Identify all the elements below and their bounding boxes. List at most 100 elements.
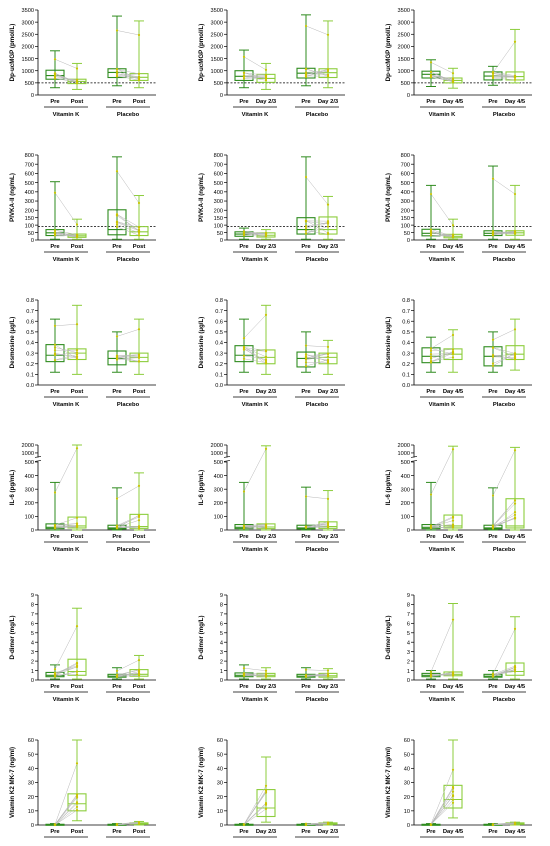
subject-point (243, 72, 245, 74)
x-tick-label: Day 2/3 (256, 99, 277, 105)
subject-point (265, 76, 267, 78)
subject-point (138, 672, 140, 674)
subject-point (452, 334, 454, 336)
subject-point (138, 355, 140, 357)
y-tick-label: 3 (220, 650, 223, 656)
y-tick-label: 100 (214, 515, 223, 521)
subject-point (452, 517, 454, 519)
y-tick-label: 300 (214, 487, 223, 493)
group-label: Placebo (306, 697, 329, 703)
subject-point (327, 669, 329, 671)
subject-point (138, 73, 140, 75)
y-tick-label: 600 (25, 172, 34, 178)
axis-break-mark (35, 456, 41, 457)
y-axis-label: Dp-ucMGP (pmol/L) (385, 24, 392, 82)
y-tick-label: 40 (217, 767, 223, 773)
subject-point (452, 224, 454, 226)
x-tick-label: Post (133, 389, 146, 395)
subject-point (265, 672, 267, 674)
subject-point (116, 674, 118, 676)
subject-point (305, 68, 307, 70)
box-vitk-post (68, 608, 86, 679)
subject-point (54, 526, 56, 528)
subject-point (116, 497, 118, 499)
y-tick-label: 100 (25, 223, 34, 229)
subject-line (55, 448, 77, 492)
box-vitk-pre (235, 319, 253, 372)
y-tick-label: 700 (25, 162, 34, 168)
subject-point (492, 347, 494, 349)
x-tick-label: Day 2/3 (318, 244, 339, 250)
subject-point (76, 762, 78, 764)
subject-line (493, 329, 515, 339)
y-tick-label: 500 (214, 81, 223, 87)
x-tick-label: Day 2/3 (256, 829, 277, 835)
y-axis-label: Dp-ucMGP (pmol/L) (9, 24, 16, 82)
subject-point (76, 793, 78, 795)
group-label: Vitamin K (242, 257, 269, 263)
subject-line (244, 449, 266, 492)
x-tick-label: Pre (50, 244, 60, 250)
subject-point (430, 347, 432, 349)
subject-point (54, 234, 56, 236)
subject-point (305, 356, 307, 358)
subject-point (327, 523, 329, 525)
x-tick-label: Post (133, 684, 146, 690)
subject-point (514, 666, 516, 668)
x-tick-label: Post (71, 534, 84, 540)
subject-line (493, 450, 515, 495)
y-tick-label: 0 (407, 528, 410, 534)
subject-point (243, 355, 245, 357)
x-tick-label: Pre (301, 244, 311, 250)
subject-point (327, 34, 329, 36)
x-tick-label: Day 4/5 (443, 829, 464, 835)
y-tick-label: 7 (31, 612, 34, 618)
y-tick-label: 3500 (398, 8, 410, 14)
x-tick-label: Day 4/5 (443, 99, 464, 105)
x-tick-label: Post (133, 534, 146, 540)
subject-point (54, 349, 56, 351)
subject-point (327, 521, 329, 523)
y-tick-label: 2000 (22, 443, 34, 449)
subject-point (116, 71, 118, 73)
y-tick-label: 400 (401, 474, 410, 480)
y-tick-label: 0 (220, 823, 223, 829)
y-tick-label: 500 (401, 460, 410, 466)
group-label: Vitamin K (429, 697, 456, 703)
subject-point (514, 822, 516, 824)
subject-point (54, 76, 56, 78)
subject-point (138, 515, 140, 517)
subject-point (54, 58, 56, 60)
subject-point (452, 352, 454, 354)
y-tick-label: 30 (404, 781, 410, 787)
group-label: Placebo (117, 112, 140, 118)
y-tick-label: 6 (31, 622, 34, 628)
subject-line (55, 73, 77, 83)
subject-point (327, 674, 329, 676)
subject-point (430, 350, 432, 352)
subject-point (452, 520, 454, 522)
y-tick-label: 50 (28, 231, 34, 237)
subject-line (117, 516, 139, 526)
subject-point (265, 804, 267, 806)
y-tick-label: 500 (214, 460, 223, 466)
x-tick-label: Day 4/5 (443, 534, 464, 540)
y-tick-label: 500 (25, 81, 34, 87)
y-tick-label: 2500 (398, 32, 410, 38)
group-label: Vitamin K (242, 402, 269, 408)
box-vitk-pre (422, 482, 440, 530)
x-tick-label: Post (71, 389, 84, 395)
subject-point (514, 79, 516, 81)
y-tick-label: 1 (220, 669, 223, 675)
box-vitk-pre (235, 50, 253, 88)
subject-point (265, 789, 267, 791)
subject-point (116, 29, 118, 31)
x-tick-label: Day 2/3 (256, 389, 277, 395)
y-tick-label: 3 (407, 650, 410, 656)
subject-point (514, 669, 516, 671)
subject-point (243, 675, 245, 677)
